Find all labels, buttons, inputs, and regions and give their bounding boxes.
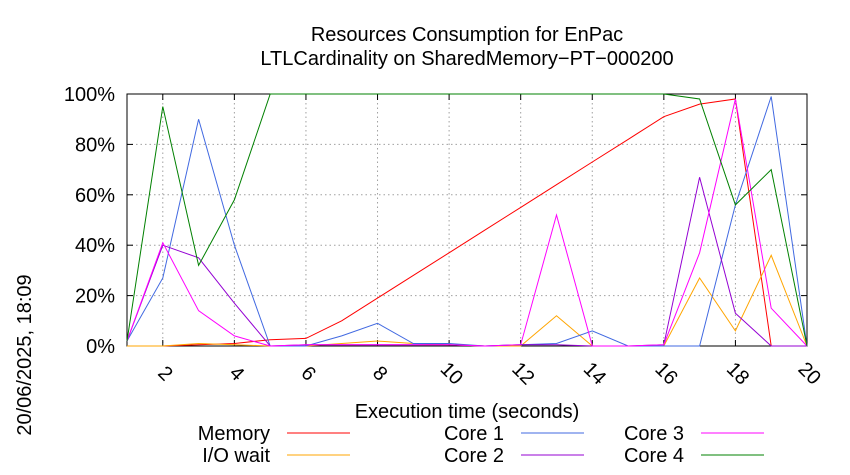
legend-label: Memory xyxy=(198,423,270,445)
chart-title: Resources Consumption for EnPac xyxy=(311,24,623,46)
x-tick-label: 6 xyxy=(296,362,319,385)
grid xyxy=(127,94,807,346)
y-tick-label: 80% xyxy=(75,134,115,156)
series-line-core-4 xyxy=(126,93,808,347)
y-axis-ticks: 0% 20% 40% 60% 80% 100% xyxy=(64,84,807,358)
x-tick-label: 18 xyxy=(722,358,753,389)
x-tick-label: 14 xyxy=(579,358,610,389)
series-line-core-1 xyxy=(126,96,808,347)
x-tick-label: 8 xyxy=(368,362,391,385)
series-line-memory xyxy=(127,98,807,347)
legend-label: Core 2 xyxy=(444,445,504,467)
y-tick-label: 100% xyxy=(64,84,115,106)
y-tick-label: 0% xyxy=(86,336,115,358)
x-tick-label: 10 xyxy=(436,358,467,389)
chart-subtitle: LTLCardinality on SharedMemory−PT−000200 xyxy=(260,48,673,70)
plot-frame xyxy=(126,93,808,347)
x-tick-label: 2 xyxy=(153,362,176,385)
x-axis-label: Execution time (seconds) xyxy=(355,401,580,423)
x-tick-label: 20 xyxy=(794,358,825,389)
series-lines xyxy=(126,93,808,347)
x-tick-label: 12 xyxy=(507,358,538,389)
x-tick-label: 4 xyxy=(225,362,248,385)
series-line-core-2 xyxy=(126,177,807,347)
legend-label: Core 3 xyxy=(624,423,684,445)
x-tick-label: 16 xyxy=(650,358,681,389)
y-tick-label: 20% xyxy=(75,286,115,308)
y-tick-label: 60% xyxy=(75,185,115,207)
series-line-core-3 xyxy=(126,98,808,347)
y-tick-label: 40% xyxy=(75,235,115,257)
legend-label: I/O wait xyxy=(202,445,270,467)
timestamp-label: 20/06/2025, 18:09 xyxy=(14,274,36,435)
legend-label: Core 4 xyxy=(624,445,684,467)
legend-label: Core 1 xyxy=(444,423,504,445)
